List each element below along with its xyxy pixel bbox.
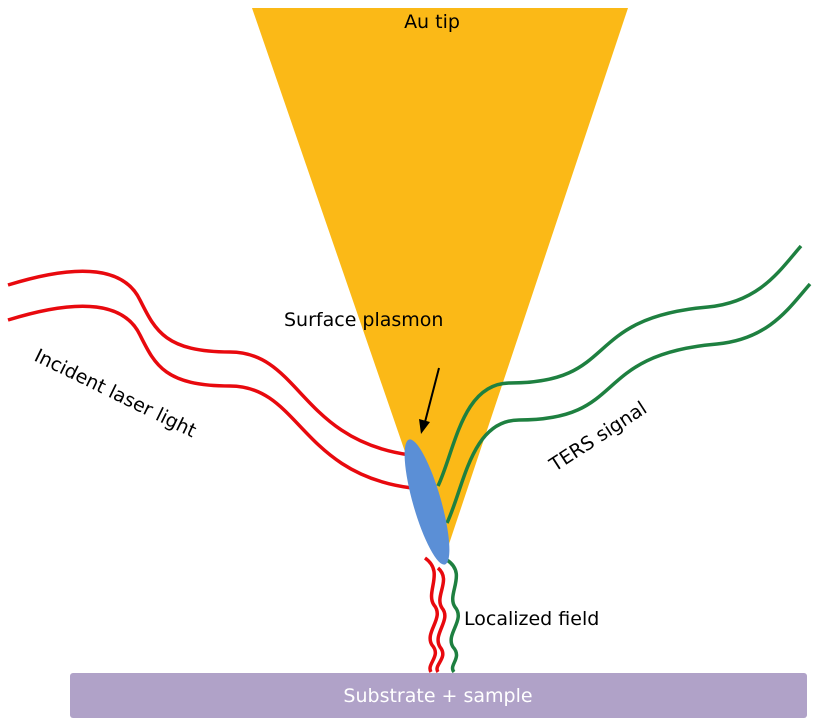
localized-field-label: Localized field	[464, 608, 599, 630]
au-tip	[252, 8, 628, 562]
substrate-label: Substrate + sample	[343, 685, 532, 707]
incident-laser-wave-upper	[7, 269, 411, 457]
ters-signal-label: TERS signal	[545, 397, 651, 477]
substrate-bar	[70, 673, 807, 718]
incident-laser-wave-lower	[7, 304, 413, 490]
localized-field-red-1	[423, 556, 439, 673]
surface-plasmon-ellipse	[404, 439, 450, 565]
plasmon-arrow-head	[419, 419, 430, 434]
ters-signal-wave-upper	[436, 244, 803, 487]
plasmon-arrow-line	[424, 367, 440, 423]
surface-plasmon-label: Surface plasmon	[284, 309, 443, 331]
localized-field-green	[445, 558, 460, 674]
incident-laser-label: Incident laser light	[31, 345, 200, 442]
ters-signal-wave-lower	[445, 282, 812, 524]
localized-field-red-2	[435, 566, 447, 674]
au-tip-label: Au tip	[404, 11, 460, 33]
